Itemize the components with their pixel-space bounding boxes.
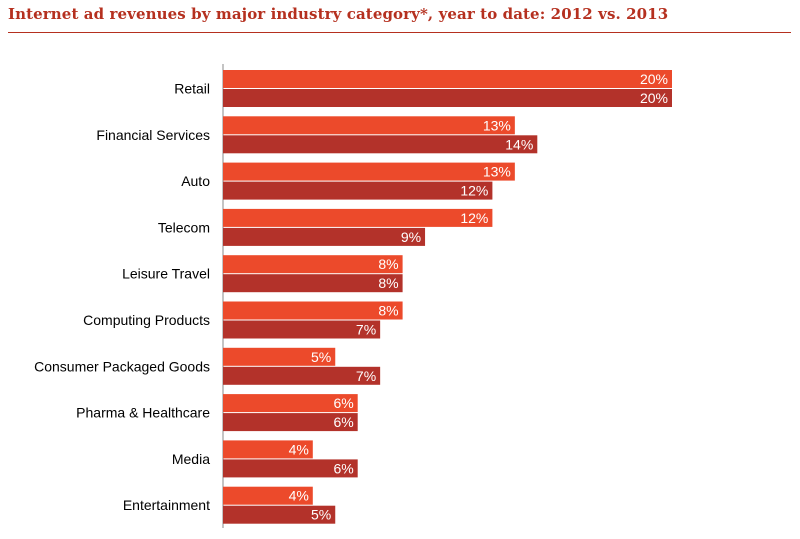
bar-series2-2 <box>223 181 493 200</box>
bar-series1-7 <box>223 394 358 413</box>
bar-series2-4 <box>223 274 403 293</box>
value-label-series1-7: 6% <box>333 395 353 411</box>
category-label-3: Telecom <box>158 219 210 235</box>
category-labels-group: Retail Financial Services Auto Telecom Leisu… <box>34 81 210 514</box>
category-label-9: Entertainment <box>123 497 210 513</box>
title-rule <box>8 32 791 33</box>
chart-title: Internet ad revenues by major industry c… <box>8 5 669 23</box>
bar-series2-0 <box>223 89 672 107</box>
value-label-series1-9: 4% <box>289 488 309 504</box>
bar-series2-7 <box>223 413 358 432</box>
value-label-series1-6: 5% <box>311 349 331 365</box>
category-label-0: Retail <box>174 81 210 97</box>
value-label-series1-4: 8% <box>378 256 398 272</box>
bar-series1-1 <box>223 116 515 135</box>
bar-series1-9 <box>223 486 313 505</box>
value-label-series2-9: 5% <box>311 507 331 523</box>
bar-series1-8 <box>223 440 313 459</box>
category-label-2: Auto <box>181 173 210 189</box>
value-label-series2-7: 6% <box>333 414 353 430</box>
value-label-series2-2: 12% <box>460 183 488 199</box>
value-label-series2-1: 14% <box>505 136 533 152</box>
value-label-series1-2: 13% <box>483 164 511 180</box>
value-labels-group: 20%20%13%14%13%12%12%9%8%8%8%7%5%7%6%6%4… <box>289 71 668 523</box>
value-label-series2-0: 20% <box>640 90 668 106</box>
value-label-series2-4: 8% <box>378 275 398 291</box>
value-label-series1-1: 13% <box>483 117 511 133</box>
bar-series2-3 <box>223 227 426 246</box>
value-label-series2-6: 7% <box>356 368 376 384</box>
bar-series1-6 <box>223 347 336 366</box>
category-label-5: Computing Products <box>83 312 210 328</box>
bar-series1-2 <box>223 162 515 181</box>
category-label-7: Pharma & Healthcare <box>76 405 210 421</box>
bar-series2-9 <box>223 505 336 524</box>
bar-series1-4 <box>223 255 403 274</box>
bar-series1-0 <box>223 70 672 88</box>
value-label-series1-8: 4% <box>289 441 309 457</box>
category-label-4: Leisure Travel <box>122 266 210 282</box>
value-label-series1-5: 8% <box>378 303 398 319</box>
value-label-series1-0: 20% <box>640 71 668 87</box>
category-label-8: Media <box>172 451 210 467</box>
value-label-series2-3: 9% <box>401 229 421 245</box>
category-label-1: Financial Services <box>96 127 210 143</box>
bar-series2-1 <box>223 135 538 154</box>
value-label-series2-8: 6% <box>333 460 353 476</box>
bar-series2-5 <box>223 320 381 339</box>
bar-series1-5 <box>223 301 403 320</box>
value-label-series1-3: 12% <box>460 210 488 226</box>
bar-series1-3 <box>223 208 493 227</box>
bars-group <box>223 70 672 524</box>
category-label-6: Consumer Packaged Goods <box>34 358 210 374</box>
bar-series2-8 <box>223 459 358 478</box>
value-label-series2-5: 7% <box>356 322 376 338</box>
bar-series2-6 <box>223 366 381 385</box>
